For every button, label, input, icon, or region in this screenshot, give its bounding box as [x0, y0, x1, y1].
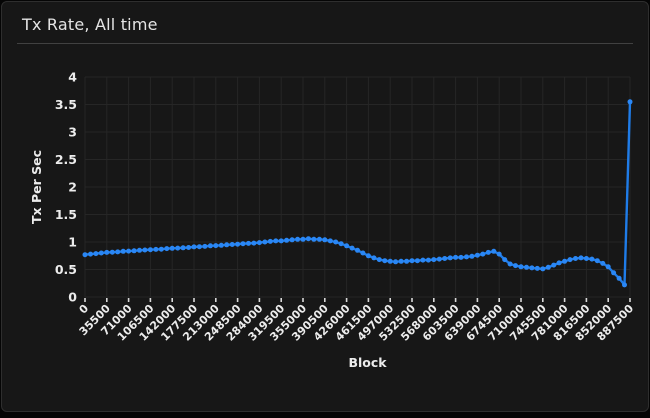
- panel-title: Tx Rate, All time: [22, 15, 158, 34]
- header-divider: [17, 43, 633, 44]
- panel-header: Tx Rate, All time: [2, 2, 648, 43]
